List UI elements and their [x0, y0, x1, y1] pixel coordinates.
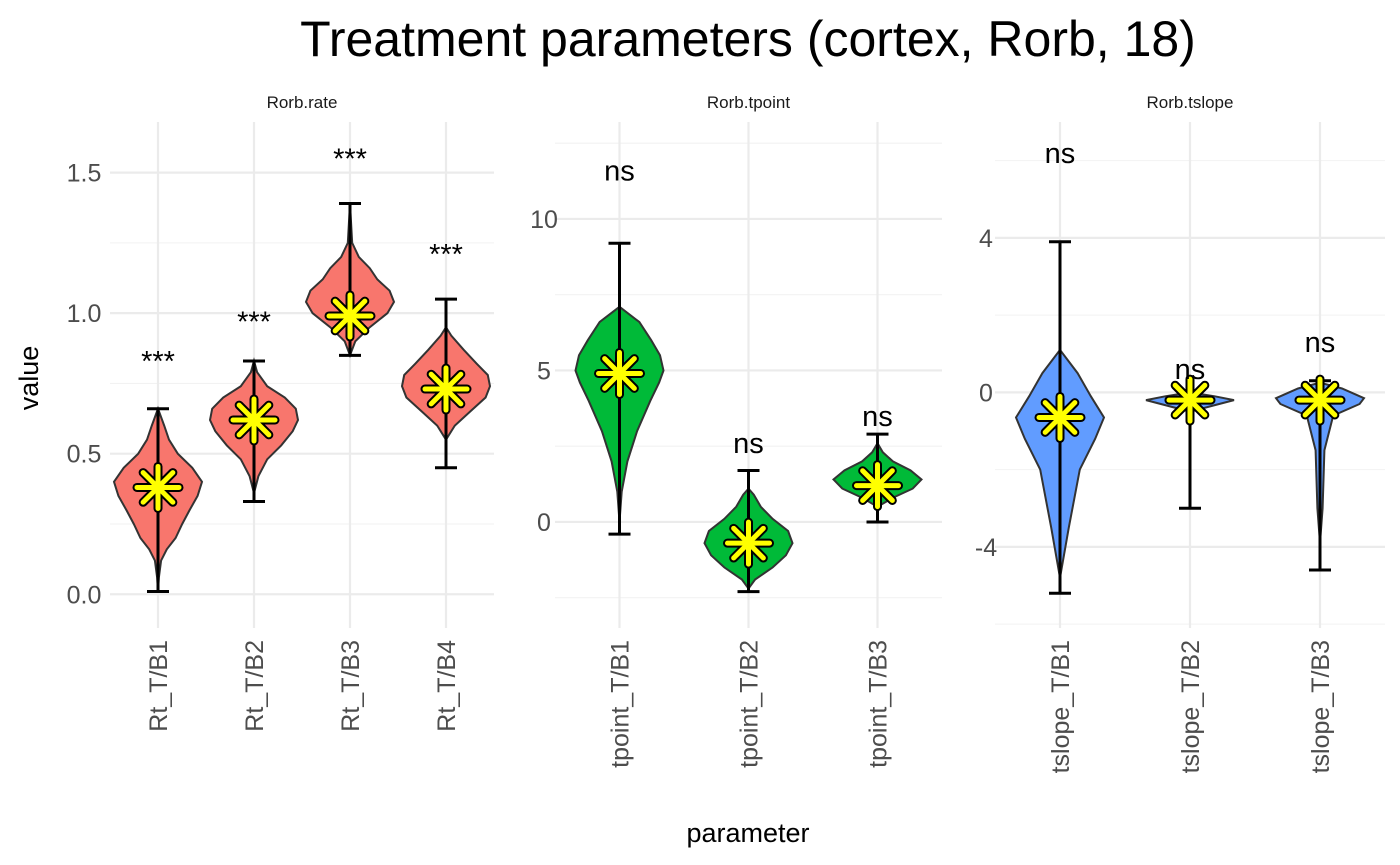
mean-marker-stroke [731, 525, 766, 561]
mean-marker [1294, 374, 1346, 426]
y-axis-label: value [14, 346, 44, 411]
mean-marker [228, 394, 280, 446]
mean-marker [852, 460, 903, 512]
violin-group-3: ns tslope_T/B3 [1274, 327, 1366, 773]
mean-marker [1034, 391, 1086, 443]
significance-label: *** [141, 346, 175, 378]
x-axis-label: parameter [686, 818, 809, 848]
mean-marker-stroke [1042, 400, 1078, 435]
chart-title: Treatment parameters (cortex, Rorb, 18) [300, 11, 1196, 67]
mean-marker [132, 461, 184, 513]
x-tick-label: Rt_T/B3 [337, 640, 365, 732]
mean-marker-stroke [332, 298, 368, 334]
x-tick-label: tslope_T/B1 [1047, 640, 1075, 773]
mean-marker-stroke [602, 356, 637, 391]
y-tick-label: 0 [537, 509, 551, 537]
significance-label: *** [429, 239, 463, 271]
panel-2: Rorb.tpoint 0 5 10 ns tpoint_T/B1 ns tpoint_T/B… [530, 93, 942, 768]
mean-marker-stroke [140, 470, 176, 505]
mean-marker-stroke [428, 371, 464, 407]
mean-marker [324, 290, 376, 342]
y-tick-label: 0.5 [67, 441, 102, 469]
violin-group-2: ns tslope_T/B2 [1145, 354, 1235, 773]
violin-group-1: ns tpoint_T/B1 [574, 155, 665, 768]
x-tick-label: tslope_T/B3 [1307, 640, 1335, 773]
y-tick-label: 1.5 [67, 160, 102, 188]
mean-marker-stroke [1172, 382, 1208, 418]
y-tick-label: 4 [979, 225, 993, 253]
x-tick-label: tpoint_T/B3 [865, 640, 893, 768]
violin-group-3: *** Rt_T/B3 [304, 144, 396, 732]
violin-group-4: *** Rt_T/B4 [400, 239, 492, 732]
mean-marker [723, 517, 774, 569]
y-tick-label: -4 [975, 534, 997, 562]
violin-group-1: *** Rt_T/B1 [112, 346, 204, 732]
strip-label: Rorb.tslope [1147, 93, 1234, 112]
y-tick-label: 10 [530, 206, 558, 234]
significance-label: ns [862, 401, 893, 433]
x-tick-label: tslope_T/B2 [1177, 640, 1205, 773]
violin-group-2: *** Rt_T/B2 [208, 307, 300, 732]
significance-label: ns [604, 155, 635, 187]
strip-label: Rorb.rate [267, 93, 338, 112]
panel-3: Rorb.tslope -4 0 4 ns tslope_T/B1 ns tslope_T/B… [975, 93, 1385, 773]
significance-label: ns [1045, 138, 1076, 170]
mean-marker [594, 347, 645, 399]
mean-marker-stroke [860, 468, 895, 503]
x-tick-label: Rt_T/B4 [433, 640, 461, 732]
mean-marker-stroke [1302, 382, 1338, 418]
y-tick-label: 0 [979, 379, 993, 407]
y-tick-label: 1.0 [67, 300, 102, 328]
significance-label: ns [733, 428, 764, 460]
strip-label: Rorb.tpoint [707, 93, 790, 112]
significance-label: *** [333, 144, 367, 176]
panel-1: Rorb.rate 0.0 0.5 1.0 1.5 *** Rt_T/B1 *** Rt_T/B… [67, 93, 494, 732]
violin-group-1: ns tslope_T/B1 [1014, 138, 1106, 773]
mean-marker [1164, 374, 1216, 426]
significance-label: ns [1175, 354, 1206, 386]
significance-label: *** [237, 307, 271, 339]
y-tick-label: 5 [537, 357, 551, 385]
x-tick-label: Rt_T/B2 [241, 640, 269, 732]
mean-marker-stroke [236, 402, 272, 438]
violin-group-2: ns tpoint_T/B2 [703, 428, 794, 768]
x-tick-label: Rt_T/B1 [145, 640, 173, 732]
violin-group-3: ns tpoint_T/B3 [832, 401, 923, 768]
x-tick-label: tpoint_T/B2 [736, 640, 764, 768]
y-tick-label: 0.0 [67, 581, 102, 609]
significance-label: ns [1305, 327, 1336, 359]
mean-marker [420, 363, 472, 415]
x-tick-label: tpoint_T/B1 [607, 640, 635, 768]
